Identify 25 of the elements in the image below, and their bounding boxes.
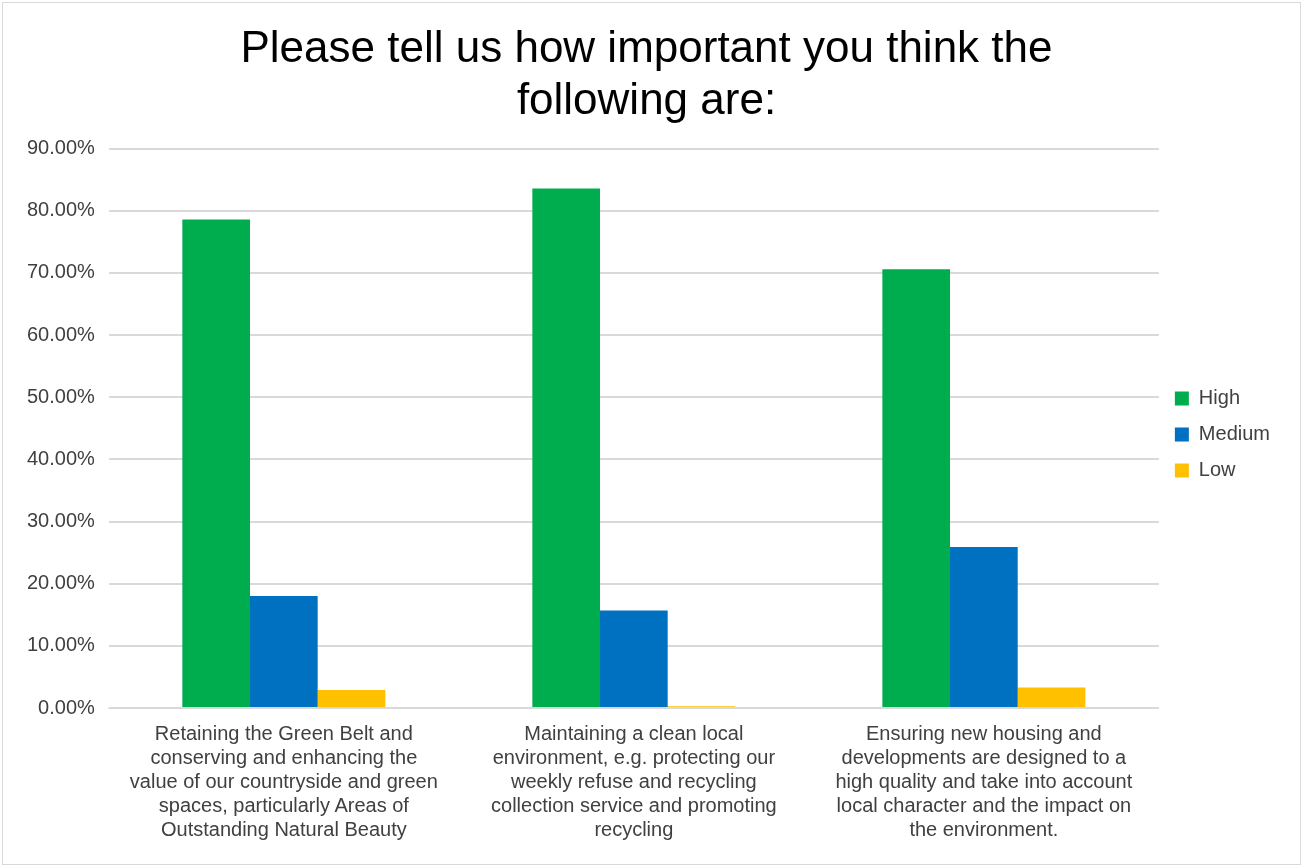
legend-label: High [1198, 386, 1241, 409]
bar [882, 269, 951, 707]
bar [600, 610, 668, 707]
bar [317, 689, 386, 707]
y-tick-label: 0.00% [38, 695, 96, 718]
y-tick-label: 90.00% [26, 136, 96, 159]
bar [532, 188, 601, 707]
y-tick-label: 40.00% [26, 446, 96, 469]
bar [950, 547, 1018, 707]
x-tick-label: Maintaining a clean local environment, e.g. protecting our weekly refuse and recycling collection service and promoting recycling [491, 721, 777, 840]
legend-label: Medium [1198, 422, 1271, 445]
y-tick-label: 20.00% [26, 571, 96, 594]
x-tick-label: Retaining the Green Belt and conserving and enhancing the value of our countryside and green spaces, particularly Areas of Outstanding Natural Beauty [129, 721, 438, 840]
y-tick-label: 10.00% [26, 633, 96, 656]
bar [1017, 687, 1086, 707]
y-tick-label: 30.00% [26, 509, 96, 532]
legend-label: Low [1198, 458, 1237, 481]
y-tick-label: 50.00% [26, 384, 96, 407]
y-tick-label: 60.00% [26, 322, 96, 345]
x-tick-label: Ensuring new housing and developments are designed to a high quality and take into account local character and the impact on the environment. [835, 721, 1133, 840]
bar [250, 596, 318, 707]
y-tick-label: 80.00% [26, 198, 96, 221]
y-tick-label: 70.00% [26, 260, 96, 283]
chart-title: Please tell us how important you think the following are: [240, 21, 1053, 124]
bar [182, 219, 250, 707]
